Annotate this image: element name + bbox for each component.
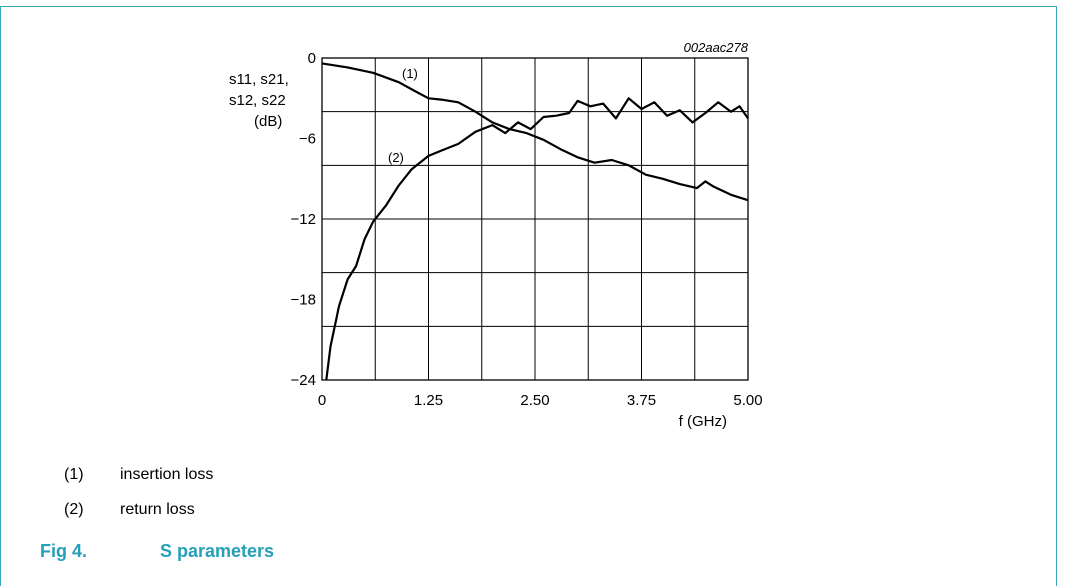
legend-item-1: (1) insertion loss [40, 466, 213, 484]
figure-id: 002aac278 [684, 40, 749, 55]
y-axis-label-line-1-text: s11, s21, [229, 71, 289, 88]
legend-item-2-text: return loss [120, 501, 195, 518]
y-axis-label-line-2-text: s12, s22 [229, 92, 286, 109]
legend-item-2-num: (2) [64, 501, 84, 518]
series-line-1 [321, 62, 749, 202]
y-tick-label: −6 [299, 131, 316, 148]
legend-item-1-num: (1) [64, 466, 84, 483]
series-1-label: (1) [402, 66, 418, 81]
y-axis-label-line-3-text: (dB) [254, 113, 282, 130]
chart-axes: 0 1.25 2.50 3.75 5.00 0 −6 −12 −18 −24 [291, 50, 763, 409]
s-parameters-chart: 0 1.25 2.50 3.75 5.000−6−12−18−24 002aac278 … [229, 40, 763, 430]
legend-item-2: (2) return loss [40, 501, 195, 519]
figure-caption: Fig 4. S parameters [40, 541, 274, 562]
figure-frame [0, 6, 1057, 586]
y-axis-label-line-3: (dB) [254, 113, 282, 130]
y-axis-label-line-2: s12, s22 [229, 92, 286, 109]
x-axis-label: f (GHz) [679, 413, 727, 430]
y-tick-label: −24 [291, 372, 316, 389]
caption-figure-number: Fig 4. [40, 541, 88, 561]
x-tick-label: 0 [318, 392, 326, 409]
x-tick-label: 1.25 [414, 392, 443, 409]
plot-border [321, 57, 749, 381]
chart-series [321, 62, 749, 381]
x-tick-label: 3.75 [627, 392, 656, 409]
y-axis-label-line-1: s11, s21, [229, 71, 289, 88]
series-line-2 [325, 97, 749, 381]
legend-item-1-text: insertion loss [120, 466, 214, 483]
y-tick-label: 0 [308, 50, 316, 67]
y-tick-label: −18 [291, 292, 316, 309]
x-tick-label: 5.00 [733, 392, 762, 409]
x-tick-label: 2.50 [520, 392, 549, 409]
y-tick-label: −12 [291, 211, 316, 228]
chart-grid [321, 57, 749, 381]
series-2-label: (2) [388, 150, 404, 165]
caption-title: S parameters [160, 541, 275, 561]
